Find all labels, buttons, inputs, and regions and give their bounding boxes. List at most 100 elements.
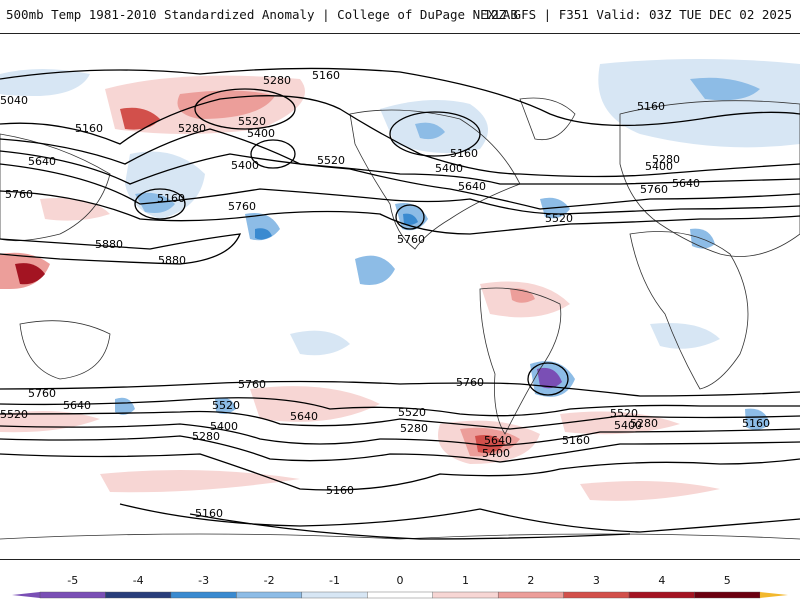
contour-5160-antarctic [119,503,800,533]
contour-label: 5400 [435,162,463,175]
map-panel[interactable]: 5160 5280 5040 5520 5400 5280 5160 5520 … [0,33,800,560]
contour-5160-low [189,513,631,540]
contour-label: 5400 [210,420,238,433]
anomaly-area [255,228,272,240]
contour-label: 5400 [645,160,673,173]
colorbar-band [367,591,433,599]
contour-label: 5760 [28,387,56,400]
contour-label: 5400 [482,447,510,460]
contour-label: 5520 [610,407,638,420]
anomaly-area [215,397,236,414]
colorbar-band [301,591,368,599]
contour-label: 5280 [400,422,428,435]
greenland-outline [519,97,576,141]
closed-high-npac [194,88,296,130]
contour-5520-north [0,150,800,210]
contour-label: 5640 [672,177,700,190]
continent-outlines [0,97,800,540]
contour-label: 5760 [640,183,668,196]
anomaly-area [690,77,760,101]
anomaly-area [177,90,275,119]
contour-label: 5520 [238,115,266,128]
contour-label: 5160 [450,147,478,160]
contour-label: 5160 [326,484,354,497]
contour-label: 5160 [157,192,185,205]
anomaly-area [120,107,160,130]
closed-low-southatlantic [527,362,569,396]
contour-label: 5760 [228,200,256,213]
anomaly-area [415,122,445,140]
contour-label: 5400 [247,127,275,140]
contour-5160-north [0,67,800,127]
contour-label: 5880 [158,254,186,267]
contour-label: 5160 [195,507,223,520]
contour-label: 5280 [192,430,220,443]
anomaly-area [40,198,110,221]
contour-label: 5760 [5,188,33,201]
colorbar-tick-label: -1 [329,574,340,587]
contour-label: 5640 [28,155,56,168]
colorbar-band [170,591,237,599]
colorbar-band [497,591,564,599]
colorbar-min-arrow [12,592,40,598]
colorbar-max-arrow [760,592,788,598]
anomaly-area [475,435,505,453]
contour-label: 5160 [742,417,770,430]
contour-label: 5280 [263,74,291,87]
height-contours [0,67,800,540]
anomaly-area [355,255,395,285]
colorbar-tick-label: 2 [527,574,534,587]
contour-label: 5640 [484,434,512,447]
south-america-outline [479,287,562,435]
anomaly-area [15,263,45,285]
colorbar-tick-label: 1 [462,574,469,587]
anomaly-area [650,323,720,349]
contour-label: 5160 [562,434,590,447]
africa-outline [629,231,749,390]
contour-label: 5280 [652,153,680,166]
contour-label: 5160 [637,100,665,113]
colorbar-band [105,591,172,599]
anomaly-map: 5160 5280 5040 5520 5400 5280 5160 5520 … [0,59,800,540]
colorbar-tick-label: 3 [593,574,600,587]
contour-label: 5760 [397,233,425,246]
anomaly-area [245,213,280,241]
contour-5280-south [0,435,800,463]
contour-5640-south [0,397,800,417]
contour-5160-south [0,453,800,491]
contour-label: 5160 [75,122,103,135]
north-america-outline [349,109,521,250]
closed-low-canada [389,111,481,157]
contour-label: 5760 [238,378,266,391]
anomaly-area [290,330,350,356]
contour-5400-north [0,128,800,185]
contour-label: 5400 [614,419,642,432]
colorbar-band [432,591,499,599]
contour-5880-north [0,233,242,265]
contour-labels: 5160 5280 5040 5520 5400 5280 5160 5520 … [0,69,770,520]
contour-5760-south [0,380,800,397]
colorbar: -5 -4 -3 -2 -1 0 1 2 3 4 5 [0,570,800,600]
closed-low-pacific [134,188,186,220]
colorbar-tick-label: 5 [724,574,731,587]
australia-outline [19,320,111,380]
map-title: 500mb Temp 1981-2010 Standardized Anomal… [6,7,518,22]
contour-5400-south [0,423,800,447]
colorbar-band [563,591,630,599]
closed-low-mexico [395,204,425,230]
anomaly-area [580,480,720,501]
colorbar-tick-label: -5 [67,574,78,587]
contour-label: 5520 [545,212,573,225]
europe-asia-outline [619,100,800,257]
contour-label: 5640 [63,399,91,412]
contour-label: 5640 [458,180,486,193]
antarctica-outline [0,533,800,540]
contour-5280-north [0,95,800,178]
model-valid-time: 12Z GFS | F351 Valid: 03Z TUE DEC 02 202… [483,7,792,22]
positive-anomaly-shading [0,75,720,501]
contour-label: 5160 [312,69,340,82]
header-bar: 500mb Temp 1981-2010 Standardized Anomal… [0,0,800,32]
contour-label: 5520 [212,399,240,412]
anomaly-area [598,59,800,148]
anomaly-area [115,397,135,415]
